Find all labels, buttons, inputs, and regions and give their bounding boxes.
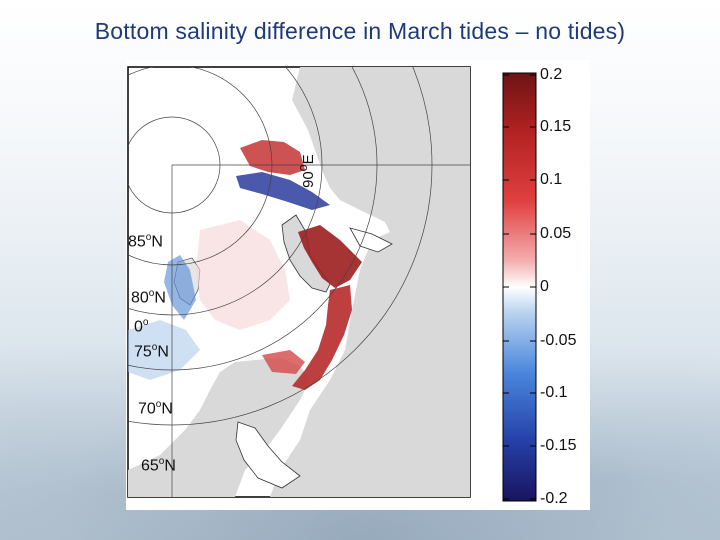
colorbar-tick-label: 0.2 [540,66,563,83]
colorbar-tick-label: -0.1 [540,384,568,401]
lon-label-90e: 90oE [296,154,317,188]
colorbar-tick-label: -0.2 [540,490,568,507]
lat-label-75n: 75oN [134,342,169,361]
salinity-negative-west [128,320,200,380]
salinity-positive-north [240,140,305,175]
salinity-positive-pechora [262,350,305,374]
salinity-positive-kara [298,225,362,288]
colorbar-tick-label: -0.05 [540,332,577,349]
island-novaya-zemlya [281,214,331,293]
lat-label-80n: 80oN [131,288,166,307]
salinity-negative-north [236,172,330,210]
colorbar-tick-label: 0.15 [540,118,572,135]
map-panel [127,66,471,498]
colorbar-tick-label: 0 [540,278,549,295]
lat-label-70n: 70oN [138,399,173,418]
colorbar-tick-label: 0.1 [540,171,563,188]
lat-label-65n: 65oN [141,456,176,475]
slide-title: Bottom salinity difference in March tide… [94,18,626,44]
colorbar-ticks [503,74,536,500]
salinity-mixed-barents [196,220,290,330]
colorbar [502,72,537,502]
bay-white-sea [235,421,301,489]
land-region-east [270,67,470,497]
land-region-south [128,358,310,497]
colorbar-tick-label: 0.05 [540,225,572,242]
lat-label-85n: 85oN [128,232,163,251]
lon-label-0: 0o [134,317,149,336]
colorbar-tick-label: -0.15 [540,437,577,454]
salinity-positive-coast [292,285,352,390]
